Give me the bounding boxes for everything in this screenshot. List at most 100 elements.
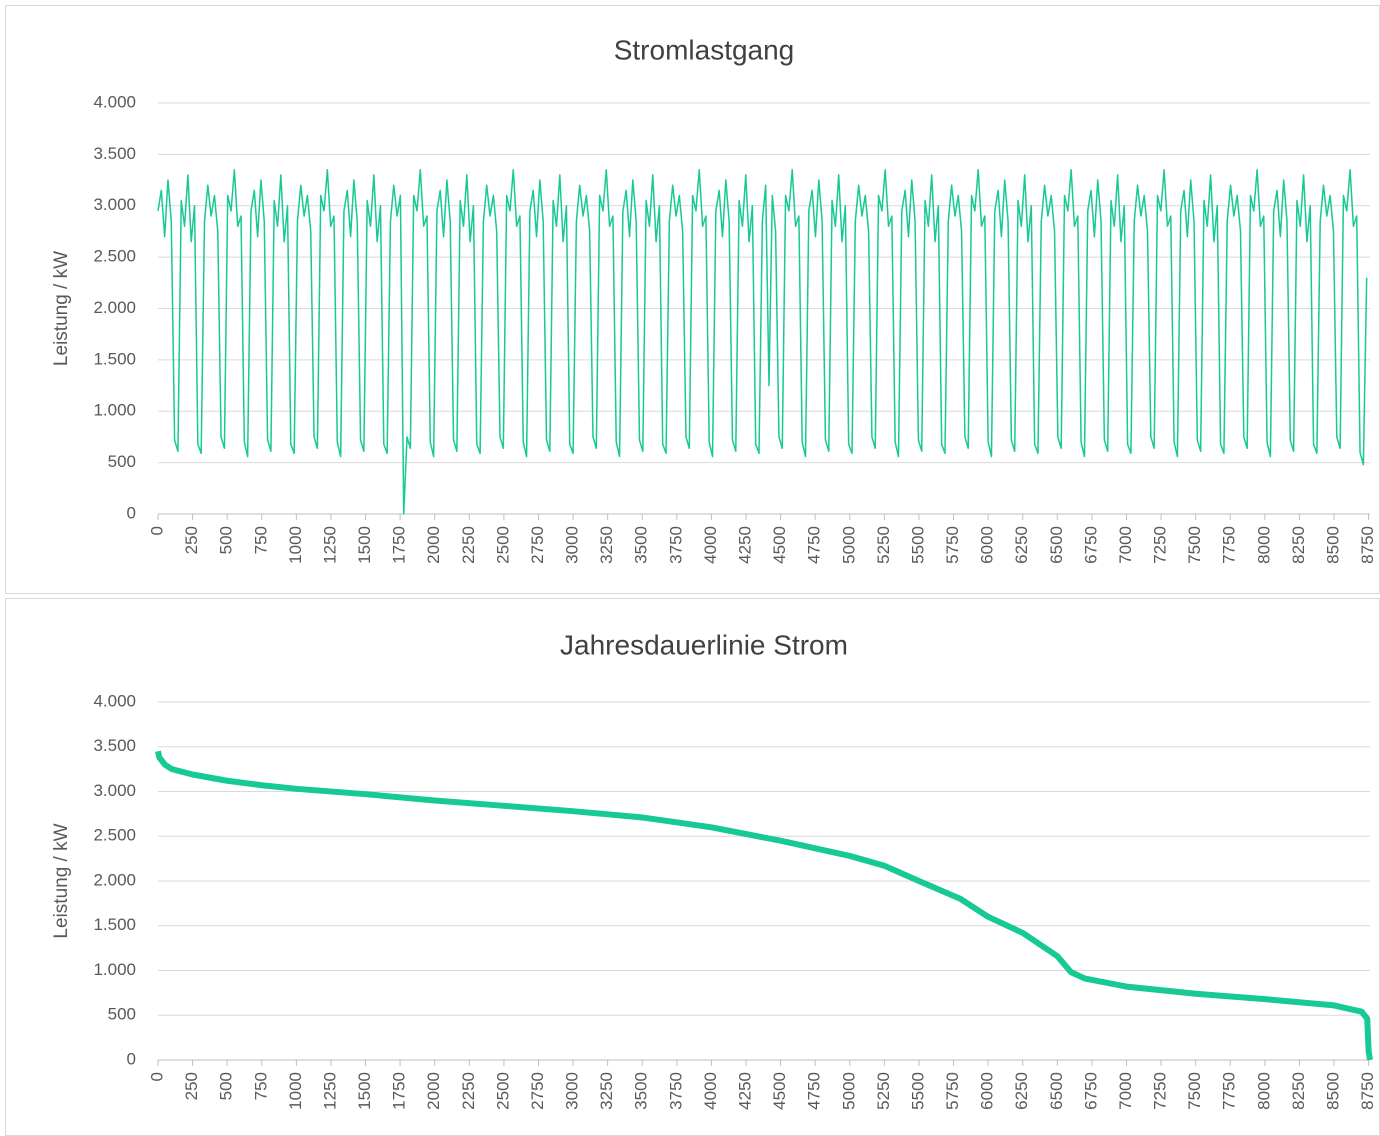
x-tick-label: 8500: [1324, 526, 1343, 564]
x-tick-label: 7500: [1185, 1072, 1204, 1110]
x-tick-label: 4000: [701, 526, 720, 564]
x-tick-label: 7250: [1151, 526, 1170, 564]
x-tick-label: 1000: [286, 1072, 305, 1110]
x-tick-label: 3000: [563, 1072, 582, 1110]
x-tick-label: 5750: [943, 526, 962, 564]
x-tick-label: 500: [217, 526, 236, 554]
x-tick-label: 4500: [770, 1072, 789, 1110]
y-tick-label: 4.000: [93, 92, 136, 111]
x-tick-label: 7000: [1116, 1072, 1135, 1110]
y-tick-label: 1.000: [93, 960, 136, 979]
y-tick-label: 3.000: [93, 195, 136, 214]
data-line: [155, 750, 1373, 1061]
y-tick-label: 4.000: [93, 691, 136, 710]
chart-border: [5, 598, 1380, 1136]
x-tick-label: 8000: [1254, 1072, 1273, 1110]
x-tick-label: 0: [147, 1072, 166, 1081]
x-tick-label: 4500: [770, 526, 789, 564]
y-tick-label: 1.000: [93, 401, 136, 420]
x-tick-label: 6750: [1081, 526, 1100, 564]
x-tick-label: 2250: [459, 526, 478, 564]
x-tick-label: 4250: [735, 1072, 754, 1110]
x-tick-label: 1250: [320, 1072, 339, 1110]
y-tick-label: 3.500: [93, 144, 136, 163]
x-tick-label: 250: [182, 1072, 201, 1100]
y-tick-label: 2.500: [93, 826, 136, 845]
x-tick-label: 5500: [908, 1072, 927, 1110]
y-tick-label: 500: [108, 1005, 136, 1024]
x-tick-label: 1000: [286, 526, 305, 564]
y-tick-label: 2.000: [93, 870, 136, 889]
y-tick-label: 3.500: [93, 736, 136, 755]
y-axis-title: Leistung / kW: [51, 251, 72, 366]
x-tick-label: 2500: [493, 1072, 512, 1110]
x-tick-label: 7750: [1220, 1072, 1239, 1110]
x-tick-label: 8000: [1254, 526, 1273, 564]
x-tick-label: 6250: [1012, 526, 1031, 564]
x-tick-label: 3500: [632, 526, 651, 564]
x-tick-label: 500: [217, 1072, 236, 1100]
x-tick-label: 8500: [1324, 1072, 1343, 1110]
y-axis-title: Leistung / kW: [51, 823, 72, 938]
x-tick-label: 7000: [1116, 526, 1135, 564]
x-tick-label: 1750: [390, 526, 409, 564]
x-tick-label: 6500: [1047, 1072, 1066, 1110]
x-tick-label: 2000: [424, 526, 443, 564]
x-tick-label: 6250: [1012, 1072, 1031, 1110]
x-tick-label: 8750: [1358, 1072, 1377, 1110]
x-tick-label: 6500: [1047, 526, 1066, 564]
x-tick-label: 750: [251, 526, 270, 554]
x-tick-label: 250: [182, 526, 201, 554]
x-tick-label: 8250: [1289, 1072, 1308, 1110]
x-tick-label: 8750: [1358, 526, 1377, 564]
x-tick-label: 4750: [805, 526, 824, 564]
y-tick-label: 1.500: [93, 349, 136, 368]
y-tick-label: 1.500: [93, 915, 136, 934]
x-tick-label: 3250: [597, 526, 616, 564]
data-line: [157, 169, 1368, 515]
x-tick-label: 5000: [839, 1072, 858, 1110]
x-tick-label: 0: [147, 526, 166, 535]
x-tick-label: 3000: [563, 526, 582, 564]
x-tick-label: 6000: [978, 1072, 997, 1110]
y-tick-label: 0: [127, 1049, 136, 1068]
x-tick-label: 7750: [1220, 526, 1239, 564]
x-tick-label: 4750: [805, 1072, 824, 1110]
x-tick-label: 3750: [666, 1072, 685, 1110]
x-tick-label: 1500: [355, 526, 374, 564]
x-tick-label: 2250: [459, 1072, 478, 1110]
y-tick-label: 2.000: [93, 298, 136, 317]
x-tick-label: 5250: [874, 526, 893, 564]
x-tick-label: 3500: [632, 1072, 651, 1110]
x-tick-label: 3250: [597, 1072, 616, 1110]
x-tick-label: 4250: [735, 526, 754, 564]
y-tick-label: 0: [127, 503, 136, 522]
chart-border: [5, 5, 1380, 594]
x-tick-label: 7250: [1151, 1072, 1170, 1110]
x-tick-label: 5500: [908, 526, 927, 564]
y-tick-label: 3.000: [93, 781, 136, 800]
x-tick-label: 4000: [701, 1072, 720, 1110]
chart-title: Jahresdauerlinie Strom: [560, 629, 848, 660]
y-tick-label: 500: [108, 452, 136, 471]
x-tick-label: 3750: [666, 526, 685, 564]
x-tick-label: 2000: [424, 1072, 443, 1110]
x-tick-label: 1500: [355, 1072, 374, 1110]
x-tick-label: 5250: [874, 1072, 893, 1110]
x-tick-label: 6000: [978, 526, 997, 564]
x-tick-label: 750: [251, 1072, 270, 1100]
x-tick-label: 2750: [528, 526, 547, 564]
x-tick-label: 8250: [1289, 526, 1308, 564]
x-tick-label: 5000: [839, 526, 858, 564]
y-tick-label: 2.500: [93, 247, 136, 266]
x-tick-label: 1750: [390, 1072, 409, 1110]
x-tick-label: 2500: [493, 526, 512, 564]
x-tick-label: 7500: [1185, 526, 1204, 564]
chart-title: Stromlastgang: [614, 34, 795, 65]
x-tick-label: 1250: [320, 526, 339, 564]
x-tick-label: 2750: [528, 1072, 547, 1110]
x-tick-label: 6750: [1081, 1072, 1100, 1110]
x-tick-label: 5750: [943, 1072, 962, 1110]
